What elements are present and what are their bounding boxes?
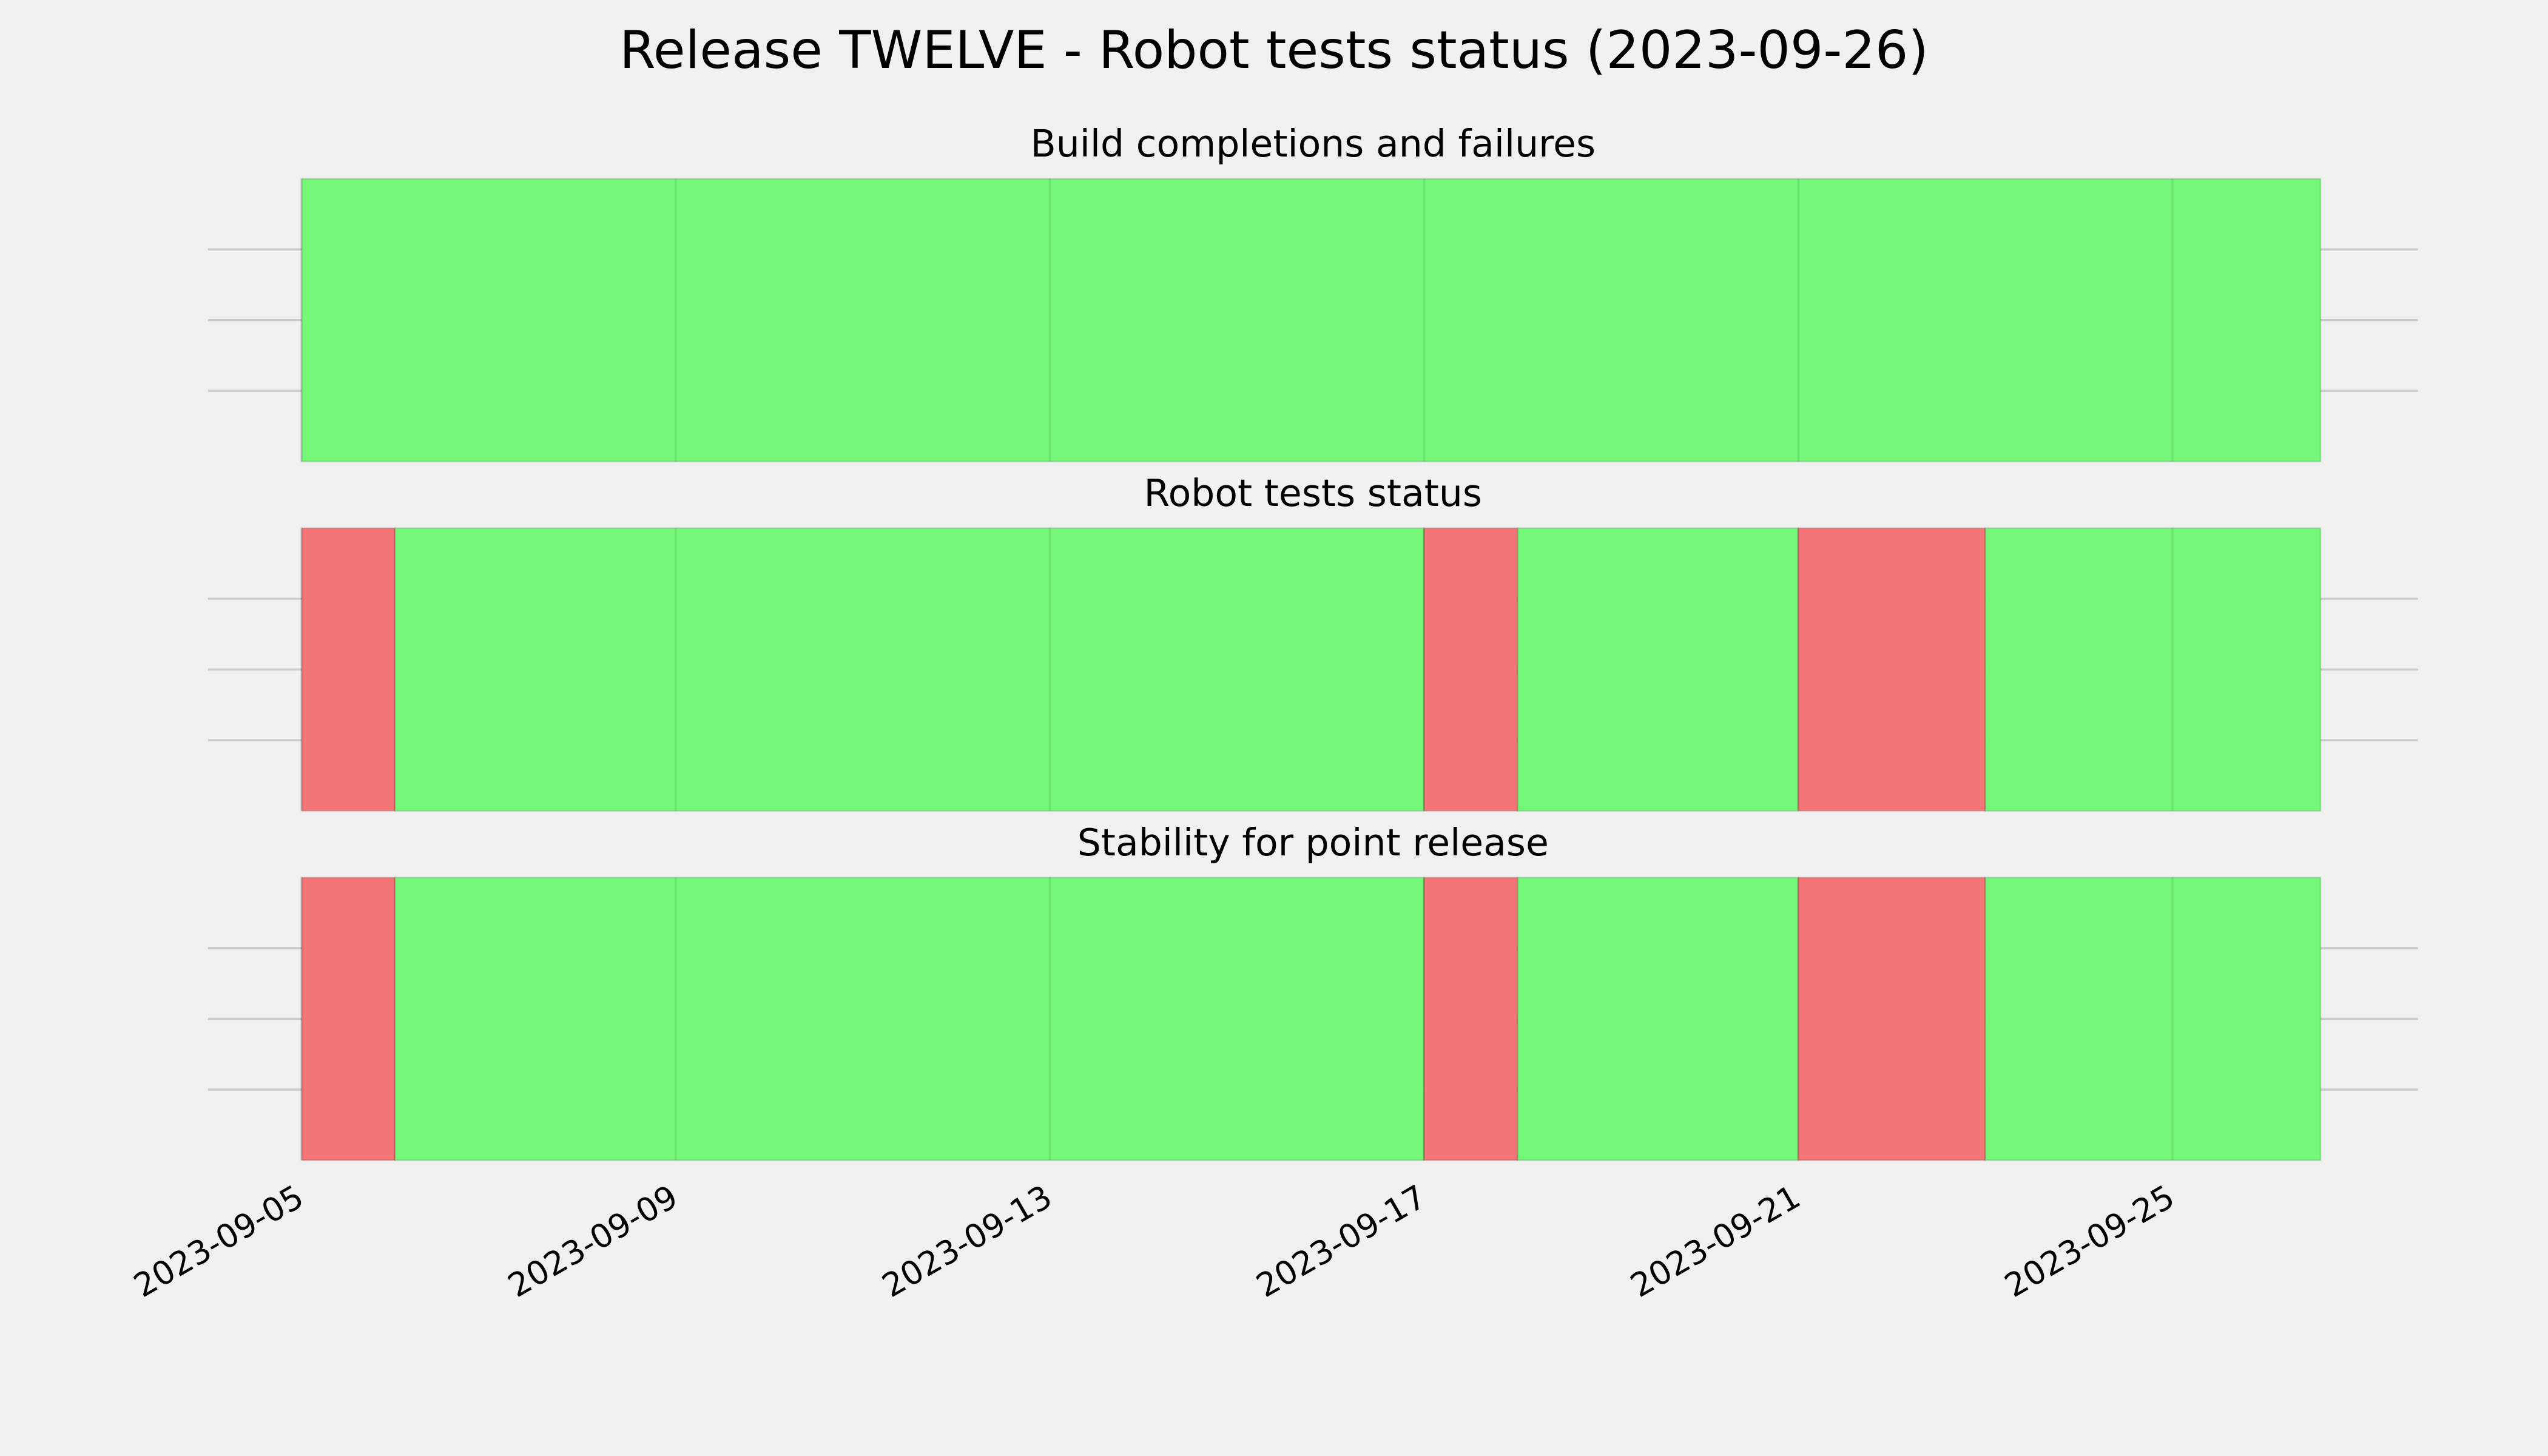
status-span (394, 877, 1425, 1161)
panel-title: Robot tests status (1144, 471, 1482, 515)
panel-title: Build completions and failures (1030, 122, 1596, 166)
status-span (300, 178, 2322, 463)
status-span (394, 527, 1425, 812)
status-span (300, 877, 396, 1161)
chart-title: Release TWELVE - Robot tests status (202… (619, 20, 1929, 81)
status-span (1423, 527, 1518, 812)
status-span (1797, 877, 1986, 1161)
status-span (1797, 527, 1986, 812)
status-span (1423, 877, 1518, 1161)
status-span (1517, 527, 1799, 812)
status-span (1517, 877, 1799, 1161)
panel-title: Stability for point release (1077, 821, 1549, 864)
status-span (300, 527, 396, 812)
status-span (1984, 527, 2322, 812)
status-span (1984, 877, 2322, 1161)
